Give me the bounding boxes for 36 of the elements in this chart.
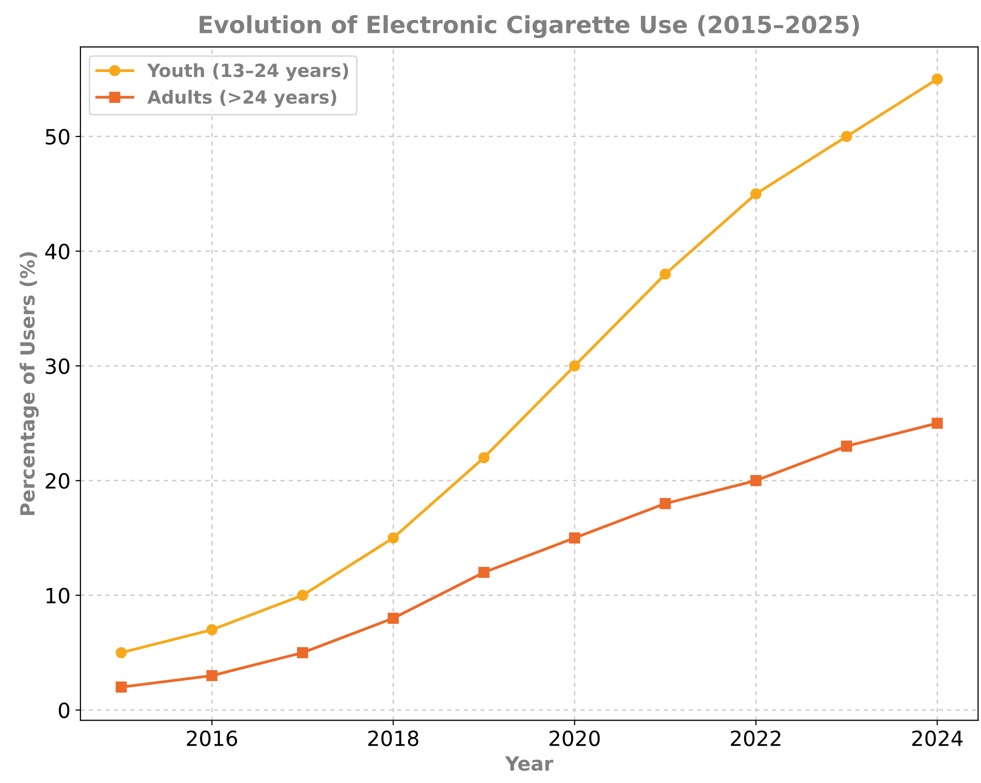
point <box>297 590 308 601</box>
point <box>206 670 218 682</box>
point <box>750 188 762 200</box>
y-tick-label: 0 <box>58 702 70 718</box>
x-tick-label: 2022 <box>730 730 780 746</box>
point <box>841 130 852 142</box>
point <box>932 418 943 429</box>
point <box>478 566 490 578</box>
point <box>750 475 762 486</box>
point <box>116 647 127 658</box>
chart-title: Evolution of Electronic Cigarette Use (2015–2025) <box>200 15 859 38</box>
point <box>116 682 127 693</box>
point <box>932 74 943 85</box>
x-tick-label: 2020 <box>550 730 600 746</box>
point <box>388 612 399 624</box>
legend-label: Youth (13–24 years) <box>147 63 348 81</box>
point <box>569 360 580 372</box>
x-tick-label: 2024 <box>912 730 963 746</box>
y-tick-label: 20 <box>46 473 70 489</box>
point <box>841 440 852 452</box>
y-tick-label: 40 <box>45 244 70 260</box>
point <box>660 498 671 510</box>
point <box>206 624 218 636</box>
x-tick-label: 2016 <box>186 730 238 746</box>
point <box>660 268 671 280</box>
y-tick-label: 10 <box>46 588 70 604</box>
y-axis-title: Percentage of Users (%) <box>20 252 39 515</box>
x-axis-title: Year <box>504 756 554 771</box>
point <box>569 532 580 544</box>
point <box>478 452 490 464</box>
point <box>388 532 399 544</box>
x-tick-label: 2018 <box>368 730 418 746</box>
point <box>297 647 308 658</box>
legend-label: Adults (>24 years) <box>147 90 336 108</box>
y-tick-label: 30 <box>46 358 70 374</box>
y-tick-label: 50 <box>46 128 70 145</box>
